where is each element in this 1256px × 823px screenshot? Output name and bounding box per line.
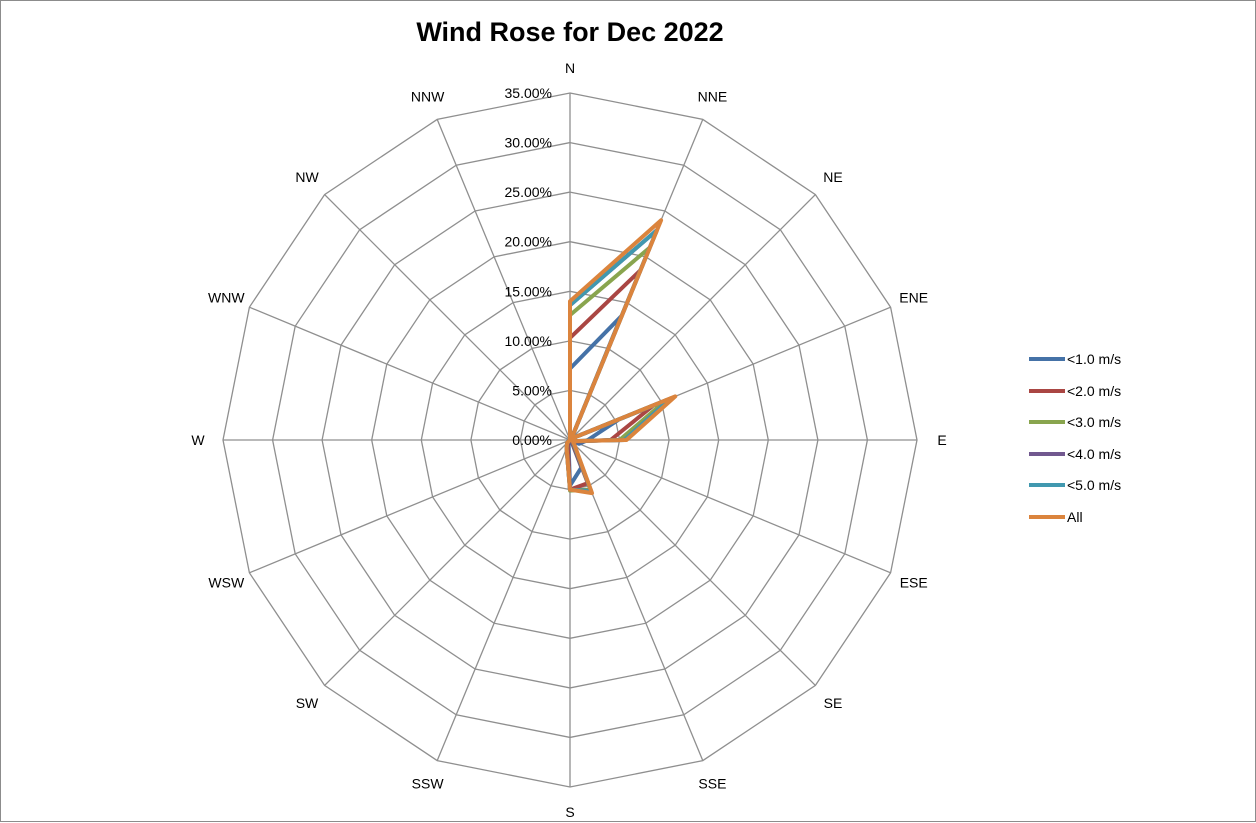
legend-item: All <box>1029 507 1083 527</box>
spoke-line <box>569 194 816 441</box>
direction-label: W <box>191 432 205 448</box>
radial-tick-label: 35.00% <box>505 85 552 101</box>
direction-label: NW <box>295 169 319 185</box>
direction-label: NNE <box>698 88 728 104</box>
legend-item: <2.0 m/s <box>1029 381 1121 401</box>
legend-label: <1.0 m/s <box>1067 351 1122 367</box>
direction-label: NE <box>823 169 842 185</box>
direction-label: S <box>565 804 574 820</box>
legend-label: <3.0 m/s <box>1067 414 1122 430</box>
legend-swatch <box>1029 357 1065 361</box>
spoke-line <box>569 439 816 686</box>
radial-tick-label: 15.00% <box>505 283 552 299</box>
spoke-line <box>324 194 571 441</box>
direction-label: N <box>565 60 575 76</box>
chart-labels: 0.00% 5.00% 10.00% 15.00% 20.00% 25.00% 30.00%… <box>191 60 946 820</box>
legend-label: <2.0 m/s <box>1067 382 1122 399</box>
legend-item: <3.0 m/s <box>1029 412 1121 432</box>
spoke-line <box>569 439 891 574</box>
legend-item: <4.0 m/s <box>1029 444 1121 464</box>
series-lines <box>564 218 678 496</box>
radial-tick-label: 5.00% <box>512 382 552 398</box>
radial-tick-label: 25.00% <box>505 184 552 200</box>
direction-label: SE <box>824 695 843 711</box>
legend-item: <5.0 m/s <box>1029 475 1121 495</box>
direction-label: SSE <box>698 776 726 792</box>
direction-label: WSW <box>208 574 245 590</box>
legend-swatch <box>1029 388 1065 393</box>
spoke-line <box>436 439 571 761</box>
series-line <box>564 218 678 496</box>
spoke-line <box>324 439 571 686</box>
legend-label: <5.0 m/s <box>1067 477 1122 493</box>
legend-item: <1.0 m/s <box>1029 349 1121 369</box>
direction-label: ENE <box>899 290 928 306</box>
direction-label: NNW <box>411 88 445 104</box>
legend-label: <4.0 m/s <box>1067 445 1122 462</box>
legend-label: All <box>1067 508 1083 525</box>
legend-swatch <box>1029 483 1065 487</box>
legend-swatch <box>1029 451 1065 456</box>
radial-tick-label: 30.00% <box>505 135 552 151</box>
radial-tick-label: 10.00% <box>505 333 552 349</box>
chart-title: Wind Rose for Dec 2022 <box>416 17 724 47</box>
radial-tick-label: 20.00% <box>505 234 552 250</box>
direction-label: ESE <box>900 574 928 590</box>
spoke-line <box>436 119 571 441</box>
legend-swatch <box>1029 420 1065 424</box>
legend-swatch <box>1029 514 1065 519</box>
direction-label: WNW <box>208 290 245 306</box>
direction-label: SW <box>296 695 319 711</box>
radial-tick-label: 0.00% <box>512 432 552 448</box>
direction-label: SSW <box>412 776 445 792</box>
direction-label: E <box>937 432 946 448</box>
spoke-line <box>249 439 571 574</box>
spoke-line <box>249 306 571 441</box>
